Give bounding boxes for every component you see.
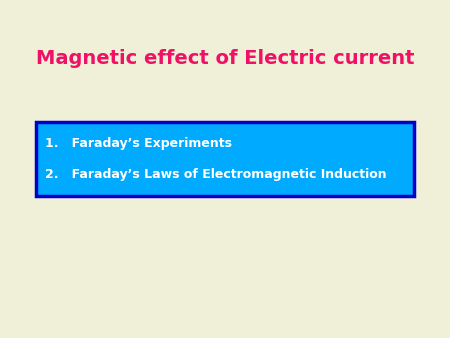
Text: 1.   Faraday’s Experiments: 1. Faraday’s Experiments — [45, 137, 232, 150]
Text: Magnetic effect of Electric current: Magnetic effect of Electric current — [36, 49, 414, 68]
Text: 2.   Faraday’s Laws of Electromagnetic Induction: 2. Faraday’s Laws of Electromagnetic Ind… — [45, 168, 387, 180]
FancyBboxPatch shape — [36, 122, 414, 196]
